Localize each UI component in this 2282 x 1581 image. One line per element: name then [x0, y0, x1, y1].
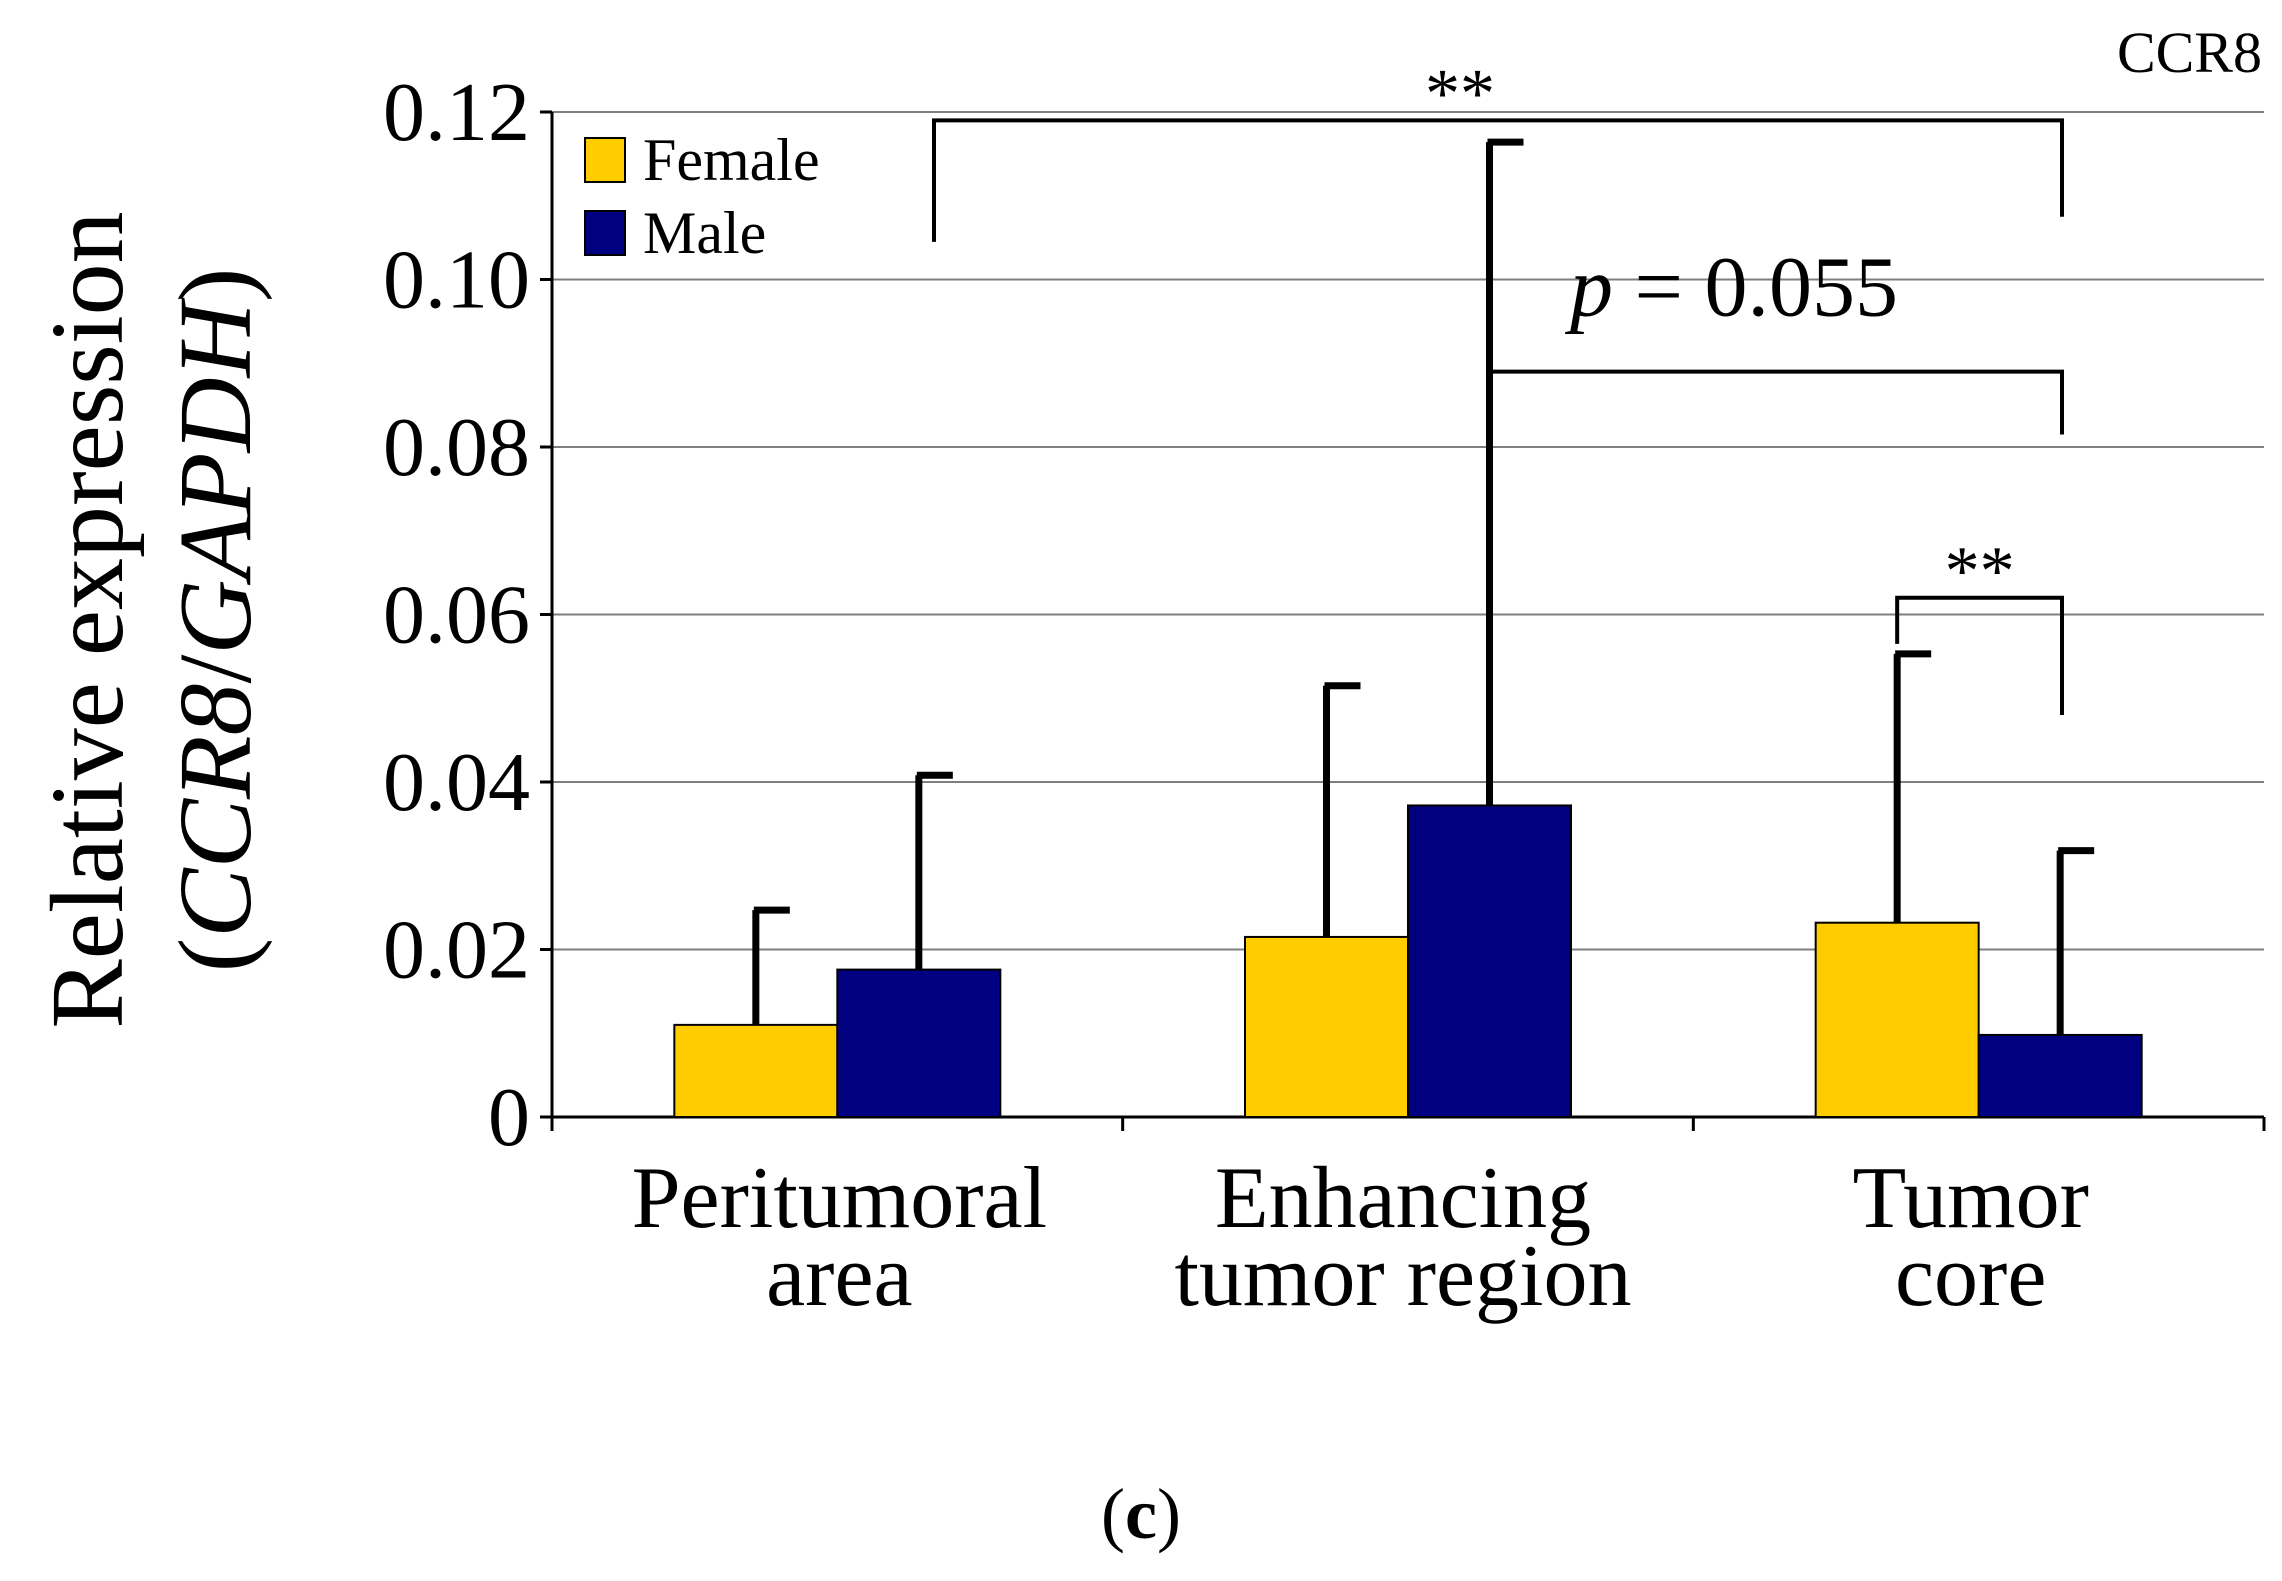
y-axis-label-slash: / [158, 655, 273, 684]
bar-female [1814, 921, 1980, 1119]
legend-swatch-female [584, 137, 626, 183]
bar-female [1244, 935, 1409, 1118]
bracket-all [932, 118, 2064, 242]
y-ticks: 0 0.02 0.04 0.06 0.08 0.10 0.12 [383, 66, 552, 1164]
bars [673, 804, 2143, 1119]
y-axis-label-gene: CCR8 [158, 684, 273, 938]
y-tick-label: 0.02 [383, 904, 530, 997]
bracket-p [1487, 369, 2064, 435]
bracket-p-italic: p [1564, 239, 1613, 335]
category-label: Peritumoral [632, 1150, 1047, 1247]
y-tick-label: 0.04 [383, 736, 530, 829]
y-tick-label: 0.12 [383, 66, 530, 159]
y-tick-label: 0.10 [383, 234, 530, 327]
legend-label-male: Male [643, 200, 766, 266]
bracket-core [1895, 595, 2064, 715]
legend-label-female: Female [643, 127, 820, 193]
bar-male [836, 968, 1002, 1118]
category-label: tumor region [1174, 1228, 1631, 1325]
y-tick-label: 0 [488, 1071, 530, 1164]
chart-title: CCR8 [2117, 20, 2262, 85]
bar-female [673, 1023, 839, 1118]
legend-swatch-male [584, 210, 626, 256]
significance-brackets: ** p = 0.055 ** [932, 55, 2064, 715]
bracket-all-label: ** [1425, 55, 1495, 132]
category-label: area [766, 1228, 912, 1325]
y-tick-label: 0.06 [383, 569, 530, 662]
y-axis-label-line1: Relative expression [30, 211, 145, 1028]
y-axis-label-open: ( [158, 938, 273, 973]
x-ticks [550, 1117, 2266, 1131]
y-axis-label-close: ) [158, 268, 273, 303]
bracket-p-value: = 0.055 [1613, 239, 1898, 335]
category-label: Tumor [1852, 1150, 2088, 1247]
bracket-p-label: p = 0.055 [1564, 239, 1898, 335]
panel-label-open: ( [1101, 1474, 1125, 1554]
legend: Female Male [584, 127, 820, 266]
category-label: Enhancing [1215, 1150, 1591, 1247]
panel-label-letter: c [1125, 1474, 1157, 1554]
category-label: core [1895, 1228, 2046, 1325]
bar-male [1977, 1033, 2143, 1119]
panel-label-close: ) [1157, 1474, 1181, 1554]
bracket-core-label: ** [1945, 533, 2015, 610]
y-tick-label: 0.08 [383, 401, 530, 494]
bar-male [1407, 804, 1572, 1118]
y-axis-label-line2: (CCR8/GAPDH) [158, 268, 273, 973]
y-axis-label: Relative expression (CCR8/GAPDH) [30, 211, 273, 1028]
error-bars [752, 138, 2095, 1035]
panel-label: (c) [1101, 1474, 1181, 1554]
y-axis-label-ref: GAPDH [158, 297, 273, 654]
